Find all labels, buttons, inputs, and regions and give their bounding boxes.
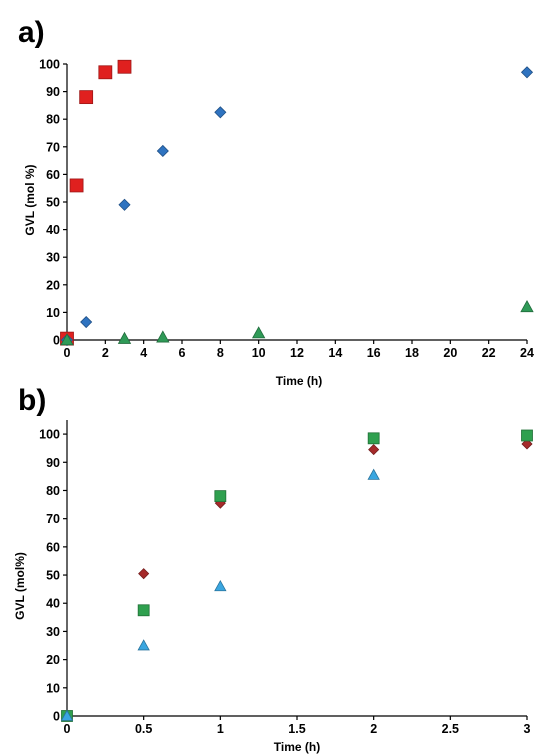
- panel-b-data-points: [60, 429, 533, 722]
- panel-b-y-tick-label: 80: [46, 484, 60, 498]
- panel-a-x-tick-label: 0: [64, 346, 71, 360]
- panel-a-x-tick-label: 10: [252, 346, 266, 360]
- panel-a-x-ticks: 0 2 4 6 8 10 12 14 16 18 20 22 24: [64, 340, 534, 360]
- panel-a-point-diamond-series-2: [214, 106, 227, 119]
- panel-a-point-square-series-1: [69, 178, 84, 193]
- panel-a-y-tick-label: 100: [39, 58, 60, 72]
- panel-b-point-diamond-series-1: [368, 444, 380, 456]
- panel-a-y-tick-label: 60: [46, 168, 60, 182]
- panel-b-point-triangle-series-3: [137, 639, 150, 651]
- panel-a-x-axis-title: Time (h): [276, 374, 322, 388]
- panel-a-point-triangle-series-3: [60, 333, 74, 346]
- panel-b-label: b): [18, 384, 46, 417]
- panel-a-y-tick-label: 0: [53, 334, 60, 348]
- panel-a-point-diamond-series-2: [118, 198, 131, 211]
- panel-a-y-tick-label: 70: [46, 140, 60, 154]
- panel-b-y-tick-label: 0: [53, 710, 60, 724]
- panel-a-y-tick-label: 30: [46, 251, 60, 265]
- panel-b-x-axis-title: Time (h): [274, 740, 320, 754]
- panel-a-point-triangle-series-3: [156, 330, 170, 343]
- panel-a-x-tick-label: 22: [482, 346, 496, 360]
- panel-a-x-tick-label: 14: [328, 346, 342, 360]
- panel-a-x-tick-label: 18: [405, 346, 419, 360]
- panel-a-point-square-series-1: [117, 59, 132, 74]
- panel-b-y-tick-label: 90: [46, 456, 60, 470]
- panel-b-y-tick-label: 40: [46, 597, 60, 611]
- panel-b-point-square-series-2: [521, 429, 533, 442]
- panel-b-point-square-series-2: [214, 490, 227, 503]
- panel-a-x-tick-label: 2: [102, 346, 109, 360]
- panel-b-x-tick-label: 0.5: [135, 722, 152, 736]
- panel-b-y-tick-label: 70: [46, 512, 60, 526]
- panel-a-y-tick-label: 50: [46, 196, 60, 210]
- panel-a-y-tick-label: 10: [46, 306, 60, 320]
- panel-a-point-square-series-1: [79, 90, 94, 105]
- panel-a-point-square-series-1: [98, 65, 113, 80]
- panel-a-y-tick-label: 20: [46, 278, 60, 292]
- panel-b-y-tick-label: 50: [46, 569, 60, 583]
- panel-a: a) GVL (mol %) Time (h) 0102030405060708…: [18, 16, 534, 388]
- panel-a-point-triangle-series-3: [520, 300, 534, 313]
- panel-b-x-tick-label: 2: [370, 722, 377, 736]
- panel-b-point-diamond-series-1: [138, 568, 150, 580]
- panel-a-x-tick-label: 24: [520, 346, 534, 360]
- panel-a-x-tick-label: 12: [290, 346, 304, 360]
- panel-a-data-points: [60, 59, 534, 347]
- panel-a-label: a): [18, 16, 45, 49]
- panel-a-point-triangle-series-3: [117, 331, 132, 344]
- panel-b-x-tick-label: 3: [524, 722, 531, 736]
- panel-a-x-tick-label: 16: [367, 346, 381, 360]
- panel-a-y-tick-label: 40: [46, 223, 60, 237]
- panel-a-y-axis-title: GVL (mol %): [23, 164, 37, 235]
- panel-b-point-square-series-2: [367, 432, 380, 445]
- panel-b-y-tick-label: 100: [39, 428, 60, 442]
- panel-b-x-tick-label: 2.5: [442, 722, 459, 736]
- panel-a-x-tick-label: 6: [179, 346, 186, 360]
- panel-b-point-triangle-series-3: [60, 709, 74, 721]
- panel-b-y-tick-label: 60: [46, 540, 60, 554]
- panel-b-point-diamond-series-1: [521, 438, 533, 450]
- panel-b-point-triangle-series-3: [214, 580, 227, 592]
- panel-b-point-square-series-2: [137, 604, 150, 617]
- panel-a-x-tick-label: 8: [217, 346, 224, 360]
- panel-b-y-tick-label: 20: [46, 653, 60, 667]
- panel-b-x-ticks: 0 0.5 1 1.5 2 2.5 3: [64, 716, 531, 736]
- panel-a-y-ticks: 0 10 20 30 40 50 60 70 80 90 100: [39, 58, 67, 348]
- panel-b-y-tick-label: 10: [46, 681, 60, 695]
- panel-a-point-diamond-series-2: [156, 144, 169, 158]
- panel-a-y-tick-label: 90: [46, 85, 60, 99]
- panel-a-y-tick-label: 80: [46, 113, 60, 127]
- panel-a-point-diamond-series-2: [80, 315, 93, 329]
- panel-b-y-axis-title: GVL (mol%): [13, 552, 27, 620]
- panel-a-x-tick-label: 20: [443, 346, 457, 360]
- panel-a-x-tick-label: 4: [140, 346, 147, 360]
- panel-b-x-tick-label: 1.5: [288, 722, 305, 736]
- panel-b: b) GVL (mol%) Time (h) 01020304050607080…: [13, 384, 533, 754]
- panel-b-x-tick-label: 0: [64, 722, 71, 736]
- panel-b-y-tick-label: 30: [46, 625, 60, 639]
- panel-b-x-tick-label: 1: [217, 722, 224, 736]
- panel-b-y-ticks: 0 10 20 30 40 50 60 70 80 90 100: [39, 428, 67, 724]
- panel-a-point-diamond-series-2: [520, 66, 534, 79]
- panel-a-point-triangle-series-3: [251, 326, 266, 339]
- panel-b-point-triangle-series-3: [367, 468, 380, 480]
